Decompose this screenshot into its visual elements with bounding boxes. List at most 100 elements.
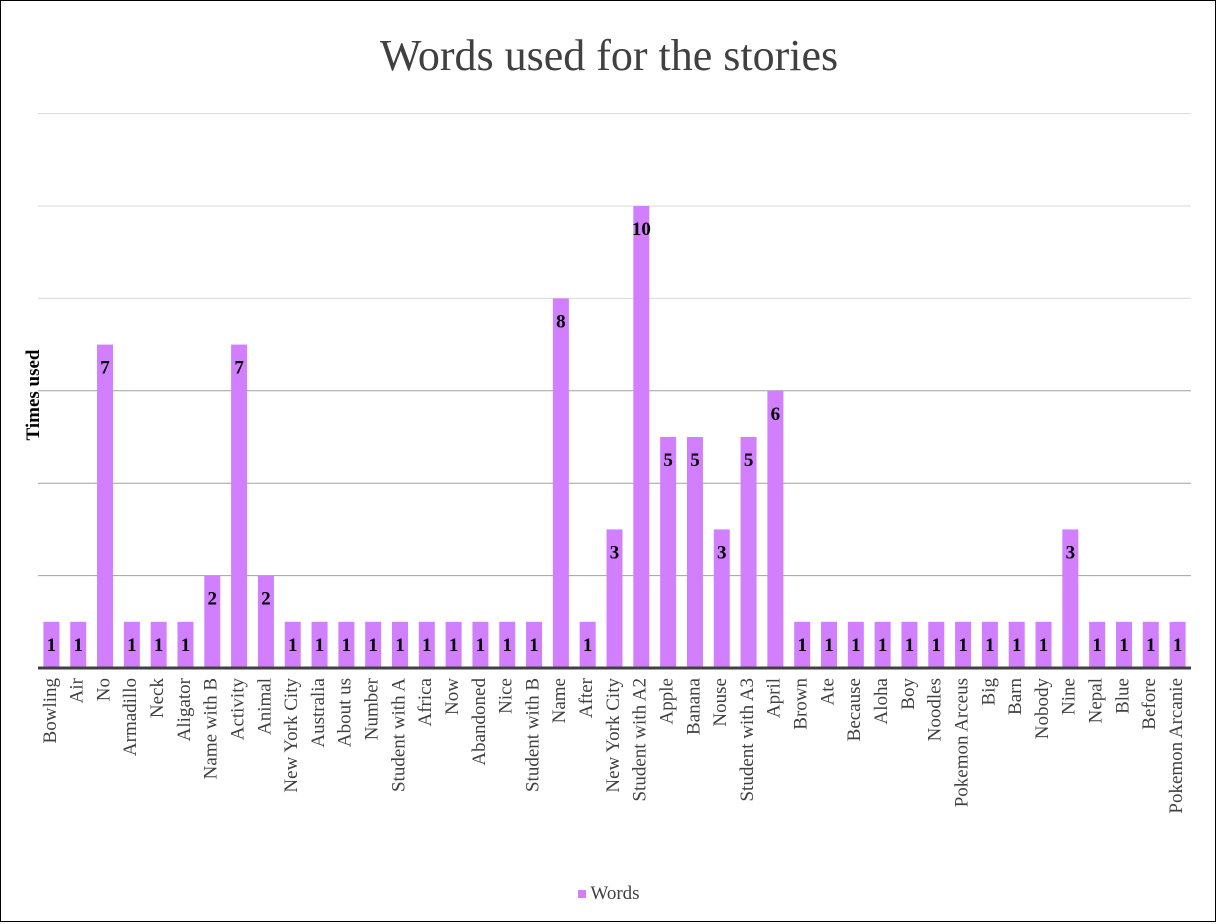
data-label: 1 <box>851 635 861 656</box>
data-label: 1 <box>315 635 325 656</box>
bar <box>955 621 972 668</box>
data-label: 1 <box>127 635 137 656</box>
bar <box>526 621 543 668</box>
bar <box>418 621 435 668</box>
data-label: 1 <box>878 635 888 656</box>
bar <box>740 437 757 668</box>
bar <box>1169 621 1186 668</box>
bar <box>901 621 918 668</box>
legend-item: Words <box>578 883 640 905</box>
x-tick-label: Nouse <box>710 678 731 727</box>
bar <box>660 437 677 668</box>
x-tick-label: Pokemon Arcanie <box>1166 678 1187 814</box>
data-label: 1 <box>1119 635 1129 656</box>
data-label: 1 <box>905 635 915 656</box>
data-label: 1 <box>1012 635 1022 656</box>
data-label: 6 <box>771 404 781 425</box>
bar <box>257 575 274 668</box>
x-tick-label: Ate <box>817 678 838 705</box>
bar <box>874 621 891 668</box>
bar <box>499 621 516 668</box>
data-label: 1 <box>47 635 57 656</box>
bar <box>794 621 811 668</box>
x-tick-label: New York City <box>603 678 624 793</box>
data-label: 10 <box>632 219 651 240</box>
data-label: 1 <box>1146 635 1156 656</box>
x-tick-label: Aloha <box>871 677 892 724</box>
bar <box>767 390 784 668</box>
data-label: 2 <box>208 589 218 610</box>
bar <box>579 621 596 668</box>
bar <box>1062 529 1079 668</box>
bar <box>150 621 167 668</box>
data-label: 2 <box>261 589 271 610</box>
x-tick-label: Bowling <box>40 678 61 744</box>
bar <box>1115 621 1132 668</box>
x-tick-label: Number <box>362 677 383 740</box>
x-tick-label: Barn <box>1005 678 1026 715</box>
x-tick-label: Pokemon Arceus <box>951 678 972 807</box>
x-tick-label: About us <box>335 678 356 747</box>
x-tick-label: Animal <box>254 678 275 735</box>
x-tick-label: Nobody <box>1032 678 1053 740</box>
data-label: 1 <box>154 635 164 656</box>
x-tick-label: Name with B <box>201 678 222 779</box>
data-label: 8 <box>556 311 566 332</box>
bar <box>204 575 221 668</box>
data-label: 7 <box>100 358 110 379</box>
data-label: 3 <box>1066 542 1076 563</box>
x-tick-label: Now <box>442 678 463 715</box>
legend-swatch <box>578 890 587 898</box>
bar <box>606 529 623 668</box>
bar <box>97 344 114 668</box>
x-tick-label: Name <box>549 678 570 723</box>
bar <box>445 621 462 668</box>
data-label: 3 <box>717 542 727 563</box>
data-label: 1 <box>395 635 405 656</box>
data-label: 1 <box>985 635 995 656</box>
x-tick-label: Nepal <box>1086 678 1107 723</box>
x-tick-label: Brown <box>791 678 812 730</box>
data-label: 5 <box>663 450 673 471</box>
bar <box>311 621 328 668</box>
x-tick-label: Nine <box>1059 678 1080 715</box>
bar <box>1008 621 1025 668</box>
x-tick-label: Aligator <box>174 677 195 741</box>
bar <box>1142 621 1159 668</box>
x-tick-label: Blue <box>1112 678 1133 714</box>
x-tick-label: Africa <box>415 677 436 726</box>
x-tick-label: Armadillo <box>120 678 141 756</box>
bar <box>284 621 301 668</box>
x-tick-label: Activity <box>227 678 248 741</box>
bar <box>365 621 382 668</box>
bar <box>981 621 998 668</box>
x-tick-label: Australia <box>308 677 329 747</box>
x-tick-label: No <box>93 678 114 701</box>
bar <box>1089 621 1106 668</box>
data-label: 1 <box>958 635 968 656</box>
x-tick-label: Before <box>1139 678 1160 730</box>
data-label: 1 <box>824 635 834 656</box>
x-tick-label: Banana <box>683 677 704 735</box>
bar <box>177 621 194 668</box>
bar <box>338 621 355 668</box>
bar <box>847 621 864 668</box>
data-label: 1 <box>1173 635 1183 656</box>
x-tick-label: Nice <box>496 678 517 714</box>
x-tick-label: Student with A2 <box>630 678 651 802</box>
chart-title: Words used for the stories <box>379 31 839 80</box>
x-tick-label: Noodles <box>925 678 946 741</box>
bar <box>821 621 838 668</box>
data-label: 1 <box>932 635 942 656</box>
data-label: 1 <box>342 635 352 656</box>
x-tick-label: Because <box>844 678 865 741</box>
x-tick-label: Air <box>67 677 88 703</box>
data-label: 1 <box>502 635 512 656</box>
x-tick-label: Neck <box>147 678 168 719</box>
data-label: 1 <box>422 635 432 656</box>
data-label: 5 <box>744 450 754 471</box>
bar <box>686 437 703 668</box>
data-label: 1 <box>1092 635 1102 656</box>
